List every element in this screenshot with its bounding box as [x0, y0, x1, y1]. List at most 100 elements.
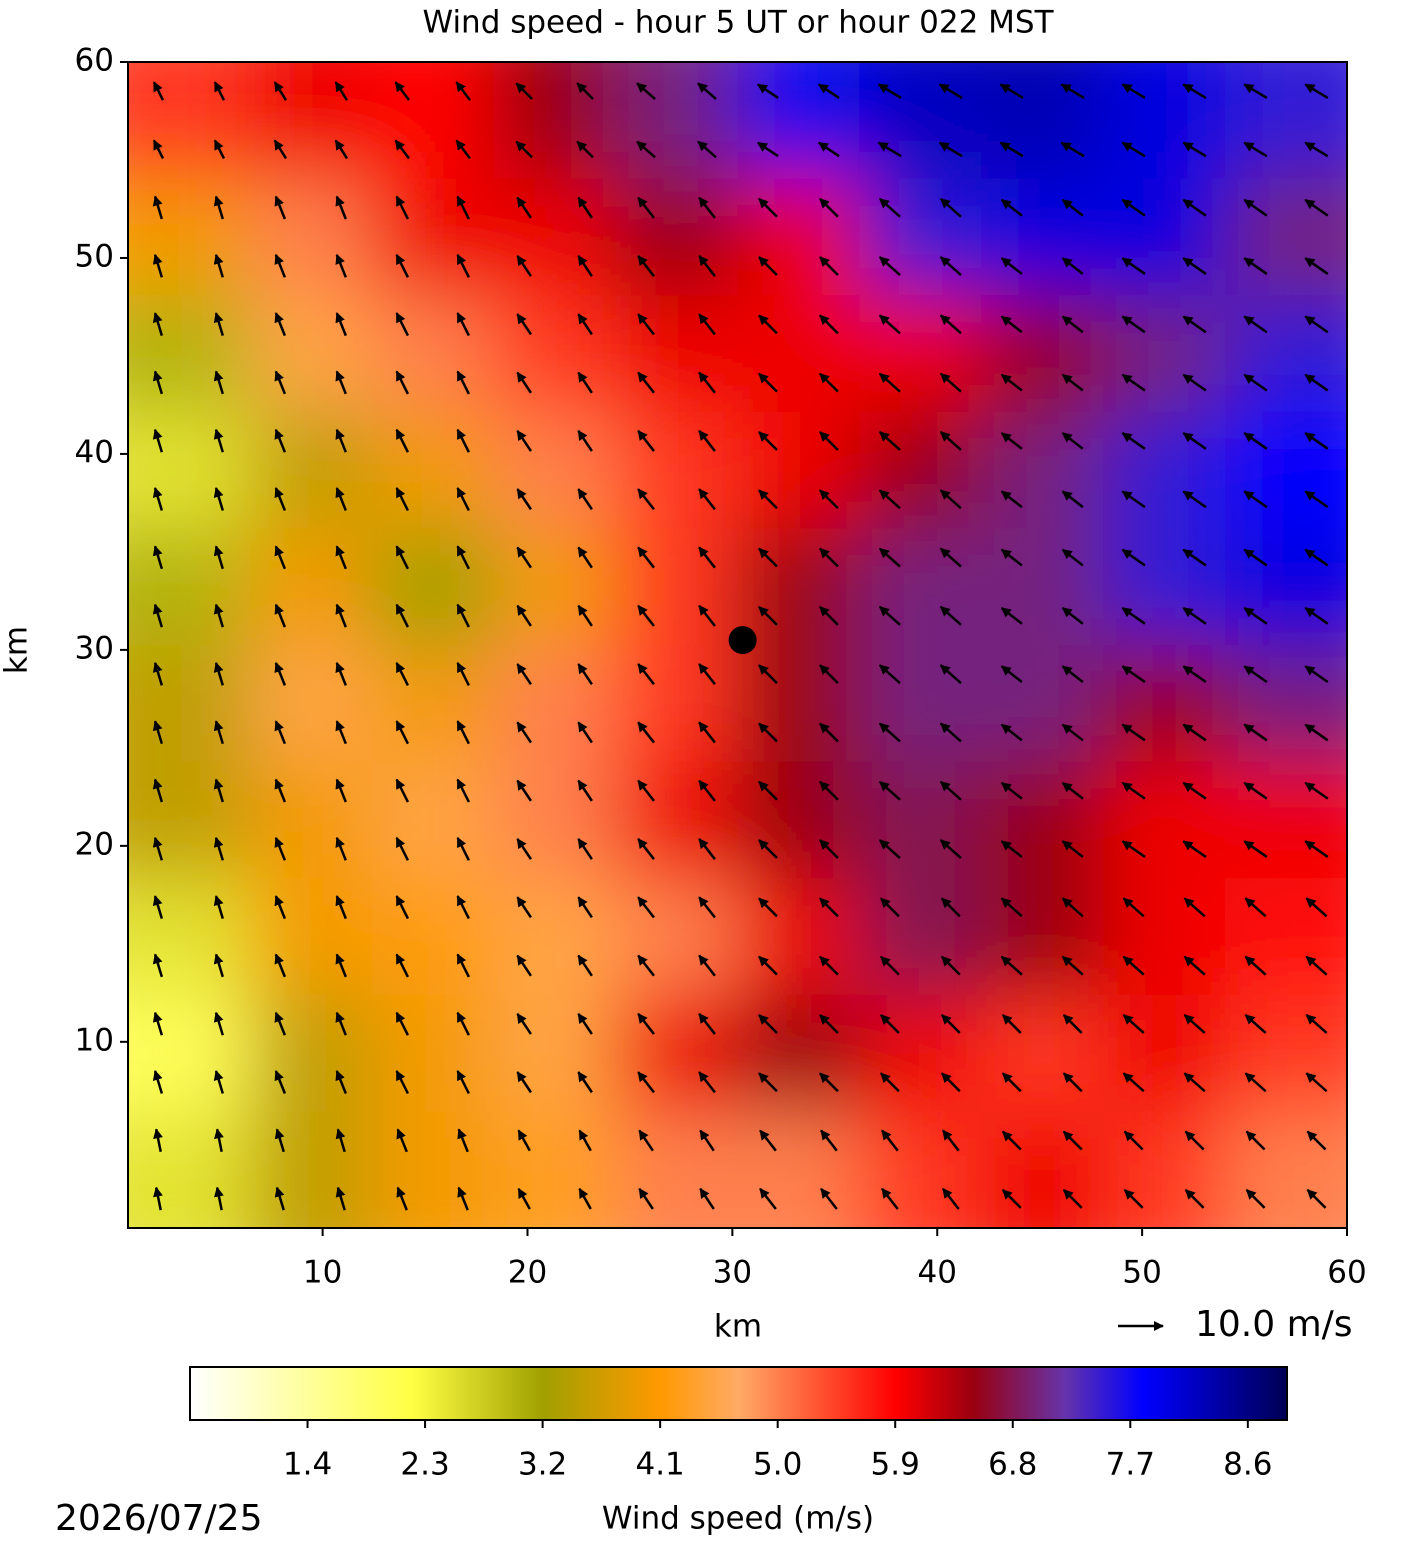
- wind-arrow: [335, 953, 347, 978]
- wind-arrow: [819, 1014, 839, 1034]
- wind-arrow: [637, 896, 655, 919]
- wind-arrow: [153, 1186, 163, 1211]
- wind-arrow: [1243, 665, 1268, 684]
- wind-arrow: [335, 1011, 347, 1036]
- wind-arrow: [758, 664, 778, 685]
- wind-arrow: [516, 546, 532, 569]
- wind-arrow: [939, 372, 962, 393]
- heat-cell: [1225, 62, 1347, 180]
- wind-arrow: [1304, 432, 1329, 450]
- wind-arrow: [395, 312, 410, 337]
- wind-arrow: [1061, 373, 1084, 392]
- x-tick-label: 20: [508, 1255, 547, 1291]
- heat-cell: [128, 994, 251, 1113]
- wind-arrow: [877, 141, 902, 158]
- wind-arrow: [637, 954, 655, 977]
- wind-arrow: [1121, 548, 1146, 567]
- wind-arrow: [758, 955, 778, 976]
- wind-arrow: [1244, 1072, 1267, 1093]
- heat-cell: [128, 528, 251, 646]
- heat-cell: [371, 62, 495, 180]
- heat-cell: [981, 645, 1105, 763]
- wind-arrow: [999, 83, 1024, 99]
- wind-arrow: [517, 1129, 531, 1152]
- wind-arrow: [1244, 955, 1267, 976]
- heat-cell: [1225, 528, 1347, 646]
- wind-arrow: [757, 141, 779, 158]
- wind-arrow: [274, 720, 287, 745]
- wind-arrow: [1183, 1072, 1206, 1093]
- wind-arrow: [152, 487, 164, 511]
- wind-arrow: [335, 661, 347, 686]
- wind-arrow: [1122, 1072, 1145, 1093]
- wind-arrow: [274, 1128, 285, 1153]
- wind-arrow: [395, 487, 410, 512]
- wind-arrow: [1182, 665, 1207, 684]
- wind-arrow: [636, 82, 656, 100]
- heat-cell: [371, 645, 495, 763]
- wind-arrow: [758, 780, 778, 801]
- date: 2026/07/25: [55, 1498, 263, 1539]
- wind-arrow: [213, 312, 224, 336]
- wind-arrow: [516, 838, 532, 860]
- wind-arrow: [940, 1014, 961, 1034]
- heat-cell: [981, 528, 1105, 646]
- heat-cell: [371, 1111, 495, 1228]
- wind-arrow: [1304, 781, 1329, 800]
- heat-cell: [1225, 645, 1347, 763]
- heat-cell: [1225, 295, 1347, 413]
- heat-cell: [371, 878, 495, 996]
- wind-arrow: [637, 1071, 655, 1094]
- wind-arrow: [939, 547, 962, 568]
- wind-arrow: [516, 779, 532, 802]
- heat-cell: [249, 62, 373, 180]
- heat-cell: [493, 761, 617, 880]
- wind-arrow: [213, 836, 224, 861]
- heat-cell: [981, 1111, 1105, 1228]
- wind-arrow: [878, 780, 901, 801]
- wind-arrow: [1182, 840, 1207, 858]
- wind-arrow: [456, 312, 470, 337]
- chart-title: Wind speed - hour 5 UT or hour 022 MST: [422, 5, 1054, 41]
- wind-arrow: [335, 1186, 346, 1211]
- heat-cell: [737, 528, 861, 646]
- wind-arrow: [577, 1012, 593, 1035]
- x-tick-label: 40: [918, 1255, 957, 1291]
- wind-arrow: [758, 897, 778, 918]
- wind-arrow: [1304, 198, 1329, 217]
- marker-point: [728, 626, 757, 655]
- wind-arrow: [274, 603, 287, 628]
- wind-arrow: [1243, 315, 1268, 334]
- wind-arrow: [637, 196, 655, 219]
- wind-arrow: [698, 663, 716, 686]
- heat-cell: [737, 411, 861, 530]
- wind-arrow: [698, 255, 716, 277]
- wind-arrow: [637, 488, 655, 511]
- wind-arrow: [758, 605, 778, 626]
- heat-cell: [1225, 178, 1347, 297]
- heat-cell: [615, 1111, 739, 1228]
- wind-arrow: [1243, 723, 1268, 742]
- wind-arrow: [1304, 723, 1329, 742]
- heat-cell: [371, 528, 495, 646]
- wind-arrow: [396, 1186, 408, 1211]
- wind-arrow: [819, 780, 839, 801]
- heat-cell: [615, 645, 739, 763]
- x-tick-label: 50: [1122, 1255, 1161, 1291]
- wind-arrow: [578, 1129, 592, 1152]
- heat-cell: [128, 1111, 251, 1228]
- wind-arrow: [1182, 490, 1207, 509]
- wind-arrow: [819, 547, 839, 568]
- heat-cell: [859, 295, 983, 413]
- wind-arrow: [1243, 781, 1268, 800]
- wind-arrow: [516, 604, 532, 627]
- wind-arrow: [698, 371, 716, 394]
- wind-arrow: [819, 839, 839, 859]
- wind-arrow: [1182, 723, 1207, 742]
- wind-arrow: [274, 195, 287, 220]
- wind-arrow: [879, 897, 900, 918]
- wind-arrow: [1121, 606, 1146, 625]
- wind-arrow: [698, 604, 716, 627]
- wind-arrow: [274, 1070, 287, 1094]
- wind-arrow: [152, 836, 164, 861]
